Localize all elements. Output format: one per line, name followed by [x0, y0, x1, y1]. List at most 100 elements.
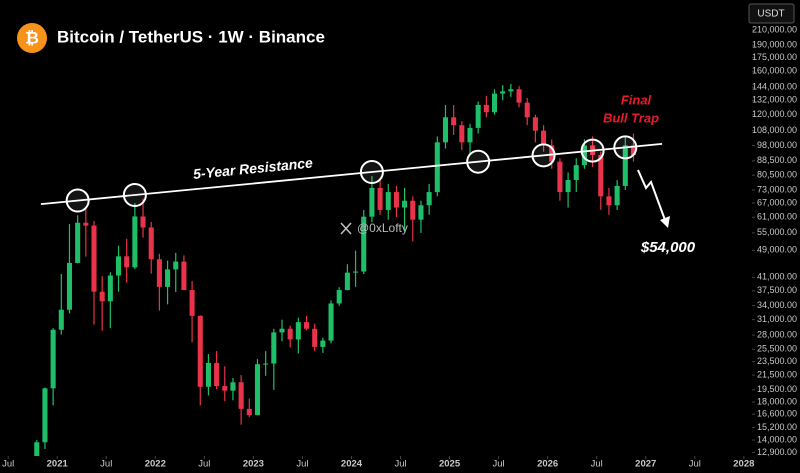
candle-body	[418, 205, 424, 220]
plot-area	[34, 83, 663, 456]
candle-body	[451, 117, 457, 126]
candle-body	[532, 117, 538, 131]
candle-body	[66, 262, 73, 310]
y-tick-label: 67,000.00	[757, 197, 797, 207]
candle-body	[426, 192, 432, 206]
y-tick-label: 61,000.00	[757, 212, 797, 222]
candle-body	[148, 227, 154, 260]
y-tick-label: 18,000.00	[757, 396, 797, 406]
y-tick-label: 144,000.00	[752, 81, 797, 91]
candle-body	[557, 161, 563, 193]
y-tick-label: 80,500.00	[757, 170, 797, 180]
candle-body	[336, 290, 342, 304]
candle-body	[271, 332, 277, 364]
candle-body	[107, 275, 113, 302]
y-tick-label: 108,000.00	[752, 125, 797, 135]
candle-body	[50, 329, 56, 389]
y-tick-label: 190,000.00	[752, 40, 797, 50]
touch-point	[580, 138, 605, 163]
candle-body	[402, 200, 408, 208]
candle-body	[132, 216, 138, 268]
y-tick-label: 37,500.00	[757, 285, 797, 295]
x-tick-label: Jul	[394, 459, 406, 470]
x-tick-label: Jul	[198, 459, 210, 470]
currency-box[interactable]	[748, 3, 795, 24]
y-tick-label: 160,000.00	[752, 66, 797, 76]
arrow-head	[660, 216, 670, 228]
touch-point	[466, 149, 491, 174]
candle-body	[377, 187, 383, 210]
y-tick-label: 88,500.00	[757, 155, 797, 165]
candle-body	[524, 102, 530, 118]
candle-body	[361, 216, 367, 272]
candle-body	[165, 269, 171, 287]
candle-body	[385, 192, 391, 210]
candle-body	[353, 271, 359, 273]
candle-body	[483, 104, 489, 113]
candle-body	[328, 303, 334, 341]
candle-body	[622, 145, 628, 186]
candle-body	[475, 104, 481, 128]
candle-body	[83, 222, 89, 226]
candle-body	[75, 222, 81, 263]
y-tick-label: 41,000.00	[757, 272, 797, 282]
x-tick-label: 2026	[537, 459, 558, 470]
candle-body	[99, 291, 105, 302]
y-tick-label: 15,200.00	[757, 422, 797, 432]
candle-body	[34, 442, 40, 456]
candle-body	[156, 259, 162, 287]
x-tick-label: Jul	[493, 459, 505, 470]
candle-body	[541, 130, 547, 146]
candle-body	[238, 382, 244, 409]
y-tick-label: 31,000.00	[757, 314, 797, 324]
currency-label[interactable]: USDT	[757, 9, 784, 20]
candle-body	[42, 388, 48, 443]
candle-body	[91, 225, 97, 292]
candle-body	[606, 196, 612, 206]
touch-point	[613, 135, 638, 160]
candle-body	[287, 328, 293, 340]
y-tick-label: 14,000.00	[757, 434, 797, 444]
trap-label: Final	[621, 92, 652, 107]
candle-body	[516, 89, 522, 103]
candle-body	[565, 179, 571, 193]
y-tick-label: 98,000.00	[757, 140, 797, 150]
y-tick-label: 16,600.00	[757, 409, 797, 419]
y-tick-label: 23,500.00	[757, 356, 797, 366]
candle-body	[230, 382, 236, 391]
candle-body	[173, 261, 179, 270]
target-label: $54,000	[640, 239, 696, 256]
candle-body	[369, 187, 375, 217]
resistance-line	[40, 142, 663, 206]
touch-point	[359, 160, 384, 185]
candle-body	[500, 91, 506, 94]
y-tick-label: 210,000.00	[752, 24, 797, 34]
touch-point	[65, 188, 90, 213]
candle-body	[254, 364, 261, 416]
x-tick-label: Jul	[2, 459, 14, 470]
y-tick-label: 175,000.00	[752, 52, 797, 62]
candle-body	[181, 261, 187, 291]
x-logo	[340, 222, 352, 235]
y-tick-label: 12,900.00	[757, 447, 797, 457]
candle-body	[197, 315, 203, 387]
candle-body	[58, 309, 64, 330]
overlay: ₿ Bitcoin / TetherUS · 1W · Binance USDT…	[17, 3, 795, 256]
candle-body	[434, 142, 440, 193]
touch-point	[531, 143, 556, 168]
candle-body	[246, 408, 252, 416]
candle-body	[344, 272, 350, 291]
candle-body	[442, 117, 449, 143]
chart-title: Bitcoin / TetherUS · 1W · Binance	[57, 27, 325, 46]
bitcoin-symbol: ₿	[25, 28, 39, 47]
y-tick-label: 34,000.00	[757, 300, 797, 310]
candle-body	[214, 362, 220, 387]
y-tick-label: 49,000.00	[757, 245, 797, 255]
x-tick-label: 2028	[733, 459, 754, 470]
candle-body	[630, 145, 637, 155]
touch-point	[122, 182, 147, 207]
y-tick-label: 19,500.00	[757, 384, 797, 394]
candle-body	[312, 328, 318, 347]
candle-body	[189, 290, 195, 316]
